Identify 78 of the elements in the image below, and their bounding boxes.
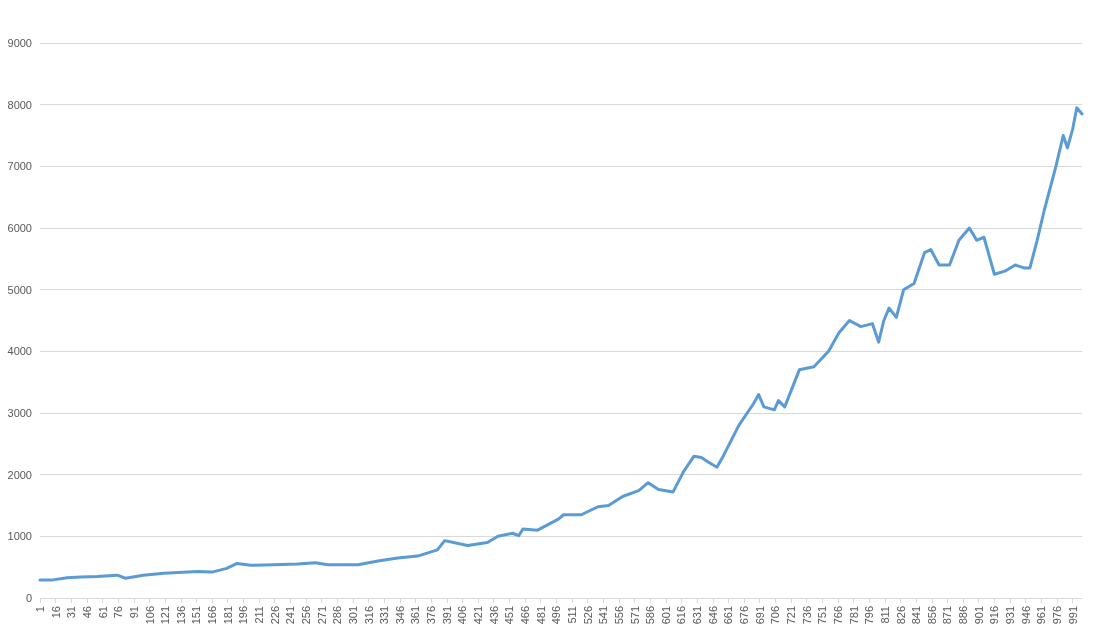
x-tick-label: 1 xyxy=(34,606,46,613)
y-tick-label: 1000 xyxy=(7,530,32,543)
x-tick-label: 466 xyxy=(519,606,532,625)
x-tick-label: 721 xyxy=(784,606,797,625)
x-tick-label: 526 xyxy=(581,606,594,625)
x-tick-label: 496 xyxy=(550,606,563,625)
x-tick-label: 976 xyxy=(1050,606,1063,625)
y-tick-label: 2000 xyxy=(7,468,32,481)
x-tick-label: 766 xyxy=(831,606,844,625)
x-tick-label: 451 xyxy=(503,606,516,625)
x-tick-label: 16 xyxy=(49,606,62,619)
x-tick-label: 241 xyxy=(284,606,297,625)
x-tick-label: 256 xyxy=(299,606,312,625)
x-tick-label: 391 xyxy=(440,606,453,625)
x-tick-label: 631 xyxy=(691,606,704,625)
x-tick-label: 541 xyxy=(597,606,610,625)
y-tick-label: 5000 xyxy=(7,283,32,296)
x-tick-label: 121 xyxy=(159,606,172,625)
x-tick-label: 346 xyxy=(393,606,406,625)
x-tick-label: 91 xyxy=(127,606,140,619)
y-tick-label: 7000 xyxy=(7,160,32,173)
x-tick-label: 661 xyxy=(722,606,735,625)
x-tick-label: 271 xyxy=(315,606,328,625)
x-tick-label: 616 xyxy=(675,606,688,625)
x-tick-label: 31 xyxy=(65,606,78,619)
x-tick-label: 856 xyxy=(925,606,938,625)
x-tick-label: 226 xyxy=(268,606,281,625)
x-tick-label: 751 xyxy=(816,606,829,625)
x-tick-label: 571 xyxy=(628,606,641,625)
x-tick-label: 166 xyxy=(206,606,219,625)
x-tick-label: 511 xyxy=(565,606,578,624)
x-tick-label: 916 xyxy=(988,606,1001,625)
x-tick-label: 841 xyxy=(910,606,923,625)
x-tick-label: 946 xyxy=(1019,606,1032,625)
x-tick-label: 61 xyxy=(96,606,109,619)
x-tick-label: 301 xyxy=(346,606,359,625)
x-tick-label: 586 xyxy=(644,606,657,625)
x-tick-label: 931 xyxy=(1004,606,1017,625)
line-series xyxy=(38,106,1084,582)
x-tick-label: 136 xyxy=(174,606,187,625)
x-tick-label: 481 xyxy=(534,606,547,625)
x-tick-label: 76 xyxy=(112,606,125,619)
x-tick-label: 46 xyxy=(80,606,93,619)
x-tick-label: 676 xyxy=(738,606,751,625)
x-tick-label: 826 xyxy=(894,606,907,625)
x-tick-label: 646 xyxy=(706,606,719,625)
x-tick-label: 991 xyxy=(1066,606,1079,625)
x-tick-label: 406 xyxy=(456,606,469,625)
x-tick-label: 361 xyxy=(409,606,422,625)
y-tick-label: 3000 xyxy=(7,407,32,419)
x-tick-label: 556 xyxy=(612,606,625,625)
y-tick-label: 8000 xyxy=(7,98,32,111)
x-tick-label: 106 xyxy=(143,606,156,625)
x-tick-label: 421 xyxy=(472,606,485,625)
x-tick-label: 436 xyxy=(487,606,500,625)
x-tick-label: 886 xyxy=(957,606,970,625)
x-tick-label: 706 xyxy=(769,606,782,625)
x-tick-label: 796 xyxy=(863,606,876,625)
y-tick-label: 9000 xyxy=(7,37,32,49)
x-tick-label: 811 xyxy=(878,606,891,624)
x-tick-label: 961 xyxy=(1035,606,1048,625)
y-tick-label: 0 xyxy=(25,592,32,604)
x-tick-label: 736 xyxy=(800,606,813,625)
y-tick-label: 4000 xyxy=(7,345,32,358)
x-tick-label: 376 xyxy=(425,606,438,625)
x-tick-label: 151 xyxy=(190,606,203,625)
x-tick-label: 901 xyxy=(972,606,985,625)
x-tick-label: 211 xyxy=(253,606,266,624)
x-tick-label: 331 xyxy=(378,606,391,625)
x-tick-label: 181 xyxy=(221,606,234,625)
y-tick-label: 6000 xyxy=(7,222,32,234)
x-tick-label: 781 xyxy=(847,606,860,625)
x-tick-label: 691 xyxy=(753,606,766,625)
x-tick-label: 316 xyxy=(362,606,375,625)
x-tick-label: 286 xyxy=(331,606,344,625)
x-tick-label: 196 xyxy=(237,606,250,625)
x-tick-label: 871 xyxy=(941,606,954,625)
x-tick-label: 601 xyxy=(659,606,672,625)
